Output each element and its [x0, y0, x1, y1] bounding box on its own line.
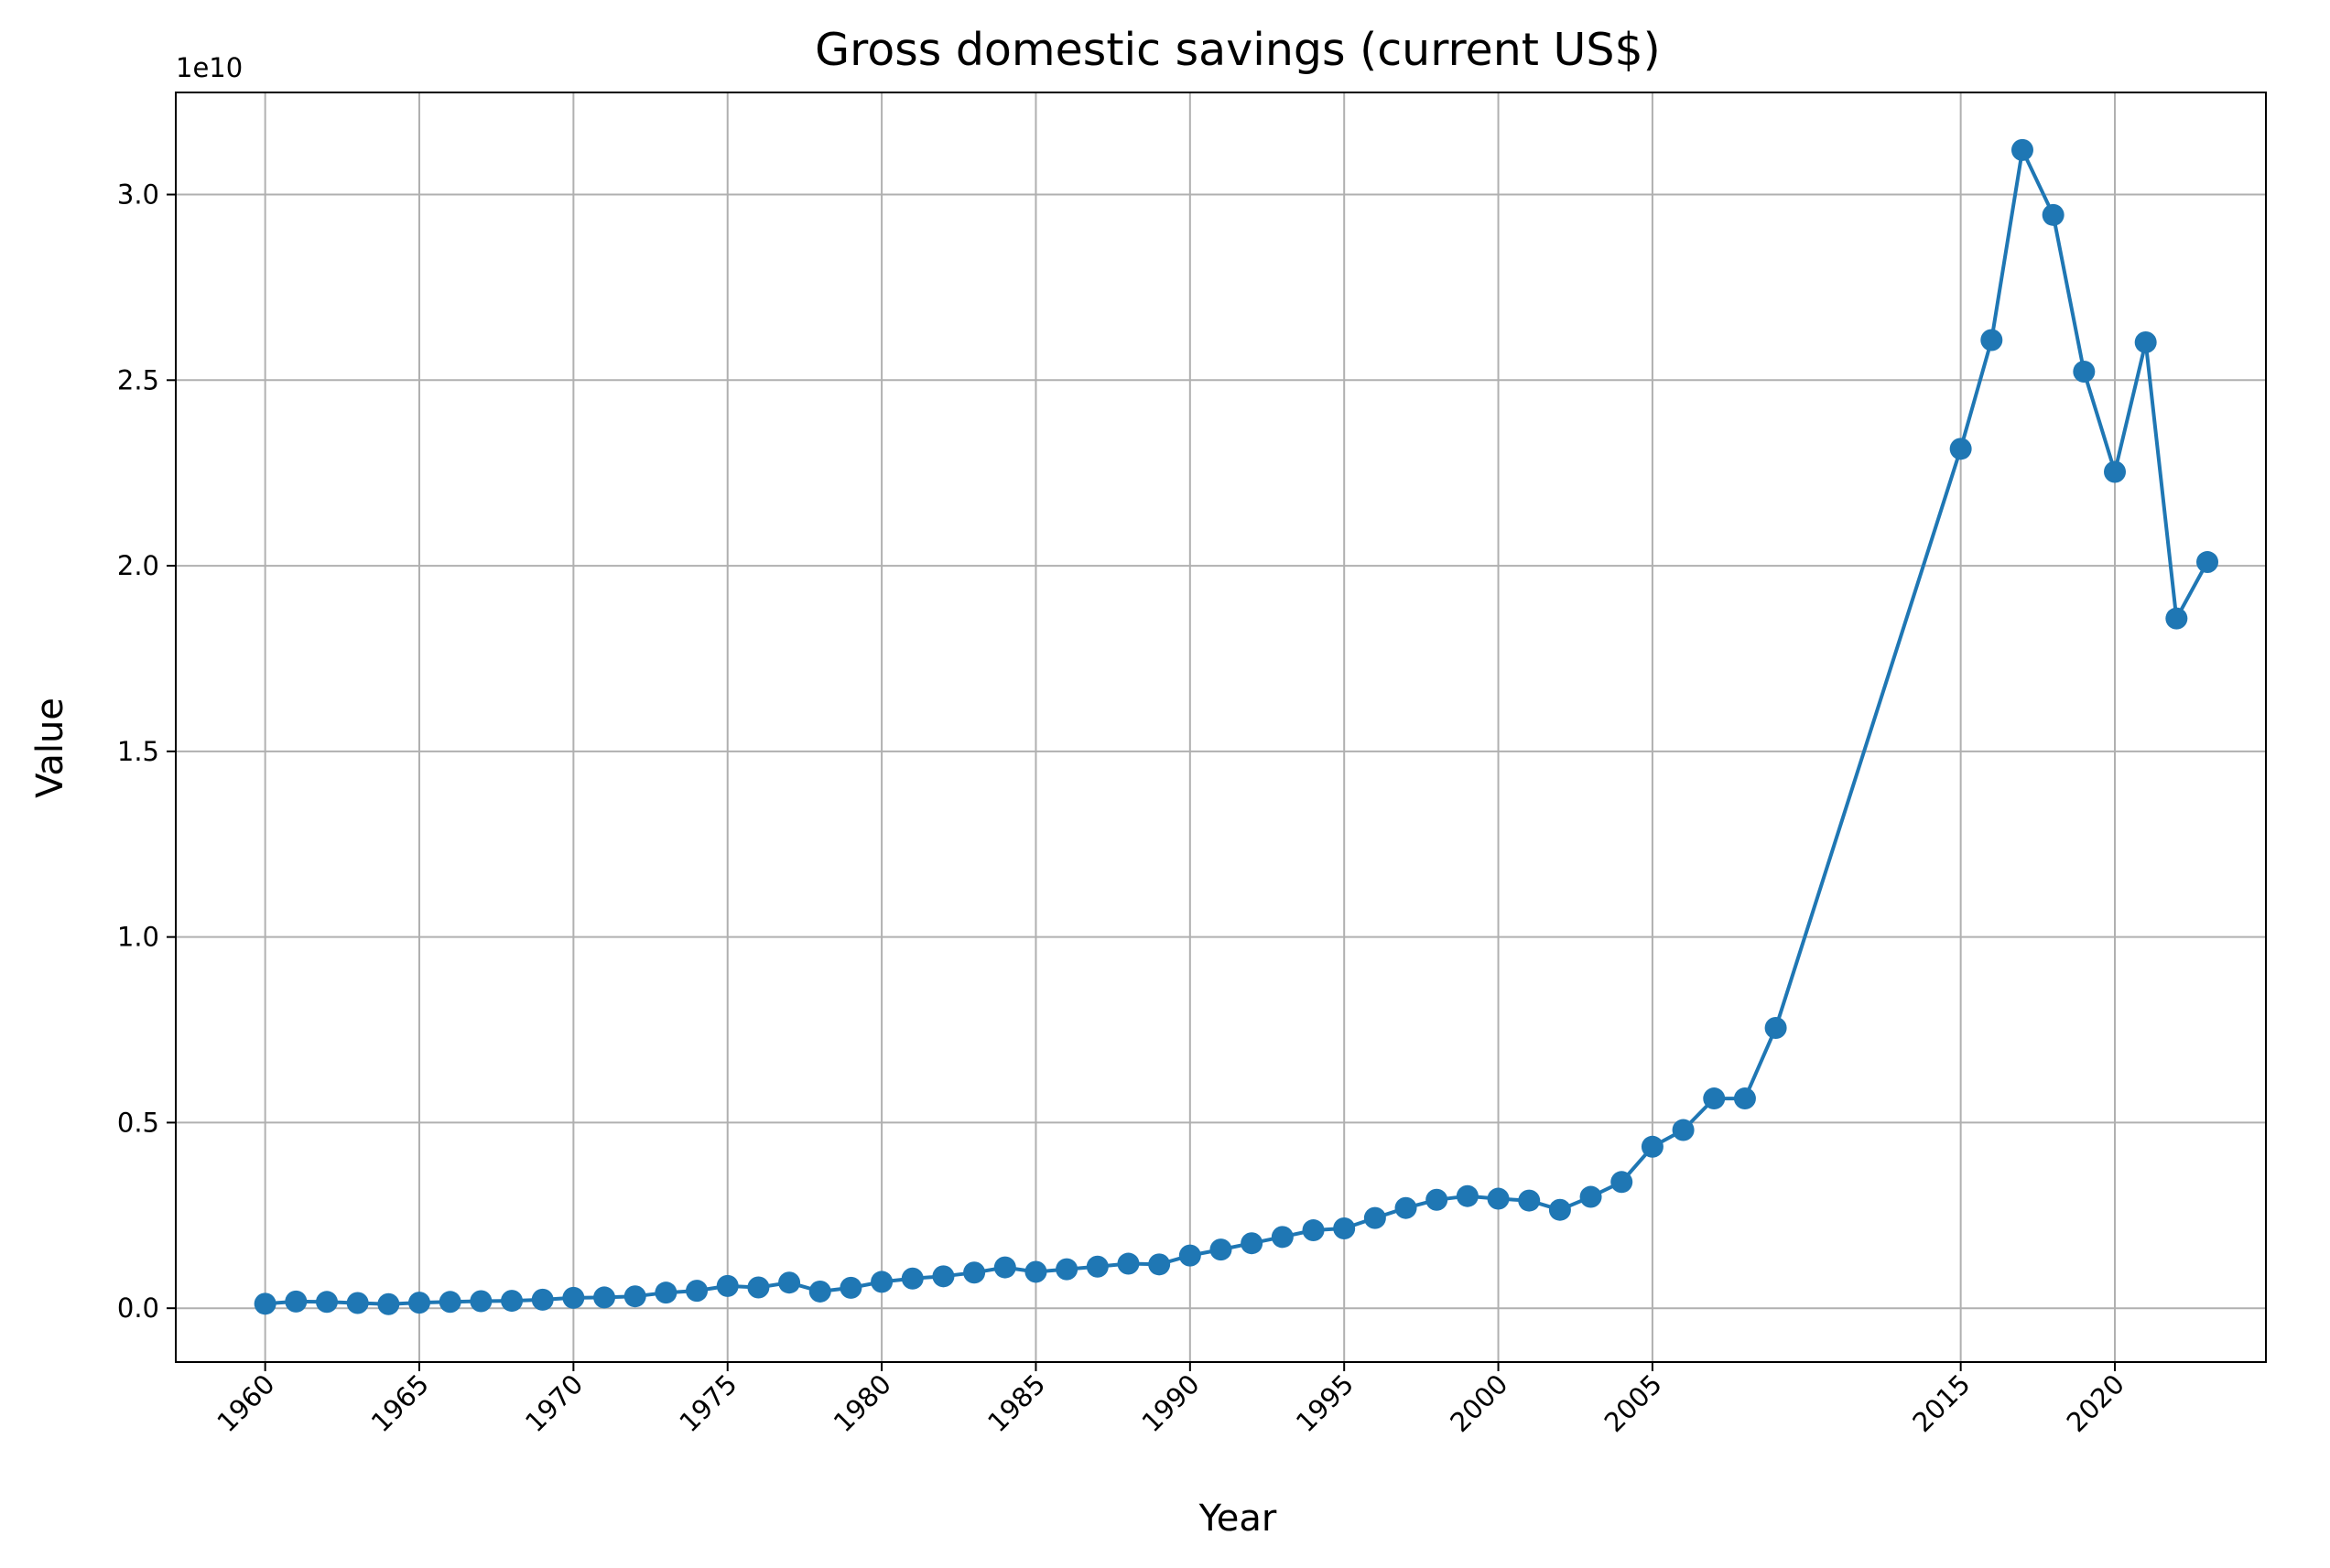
- data-point: [1548, 1198, 1571, 1221]
- data-point: [254, 1292, 276, 1315]
- data-point: [1178, 1244, 1201, 1267]
- y-axis-ticks: 0.0 0.5 1.0 1.5 2.0 2.5 3.0: [117, 179, 176, 1324]
- data-point: [439, 1291, 461, 1314]
- chart-title: Gross domestic savings (current US$): [815, 24, 1661, 76]
- data-point: [716, 1274, 739, 1297]
- data-point: [1518, 1189, 1541, 1212]
- data-point: [346, 1292, 369, 1314]
- data-point: [408, 1292, 431, 1314]
- y-tick-label: 0.5: [117, 1107, 159, 1138]
- data-point: [2134, 330, 2157, 353]
- data-point: [1641, 1135, 1664, 1158]
- data-point: [1949, 438, 1972, 460]
- data-point: [2104, 460, 2127, 483]
- data-point: [1333, 1217, 1356, 1239]
- data-point: [963, 1261, 986, 1284]
- data-point: [778, 1271, 801, 1294]
- data-point: [2165, 607, 2188, 630]
- data-point: [1302, 1219, 1325, 1242]
- y-tick-label: 2.5: [117, 364, 159, 395]
- data-point: [1733, 1087, 1756, 1110]
- data-point: [901, 1267, 924, 1290]
- data-point: [1425, 1188, 1448, 1211]
- data-series: [254, 138, 2219, 1315]
- data-point: [2010, 138, 2033, 161]
- data-point: [686, 1280, 709, 1303]
- data-point: [377, 1292, 400, 1315]
- data-point: [315, 1291, 338, 1314]
- data-point: [840, 1276, 862, 1299]
- data-point: [2196, 551, 2219, 574]
- data-point: [285, 1290, 308, 1313]
- data-point: [1579, 1185, 1602, 1208]
- plot-area-frame: [175, 92, 2267, 1363]
- data-point: [593, 1286, 616, 1309]
- data-point: [1363, 1206, 1386, 1229]
- data-point: [623, 1285, 646, 1308]
- y-tick-label: 1.5: [117, 736, 159, 767]
- data-point: [1271, 1226, 1294, 1249]
- y-tick-label: 0.0: [117, 1292, 159, 1324]
- data-point: [1056, 1258, 1078, 1281]
- y-tick-label: 1.0: [117, 922, 159, 953]
- data-point: [808, 1280, 831, 1303]
- data-point: [1241, 1232, 1263, 1255]
- data-point: [501, 1290, 524, 1313]
- data-point: [655, 1281, 677, 1304]
- x-axis-title: Year: [1198, 1498, 1277, 1540]
- y-axis-offset-label: 1e10: [176, 52, 243, 83]
- data-point: [2042, 203, 2064, 226]
- data-point: [531, 1288, 554, 1311]
- data-point: [1456, 1184, 1479, 1207]
- data-point: [1024, 1260, 1047, 1283]
- data-point: [1610, 1171, 1633, 1194]
- data-point: [562, 1286, 585, 1309]
- data-point: [993, 1256, 1016, 1279]
- data-point: [1117, 1252, 1140, 1275]
- data-point: [1394, 1196, 1417, 1219]
- data-point: [932, 1265, 955, 1288]
- data-point: [1487, 1187, 1510, 1210]
- data-point: [1703, 1087, 1726, 1110]
- y-axis-title: Value: [29, 697, 71, 798]
- data-point: [1148, 1253, 1171, 1276]
- data-point: [1672, 1119, 1695, 1141]
- data-point: [1209, 1238, 1232, 1261]
- data-point: [871, 1271, 894, 1293]
- data-point: [1086, 1255, 1109, 1278]
- data-point: [470, 1290, 493, 1313]
- data-point: [1764, 1017, 1787, 1039]
- y-tick-label: 3.0: [117, 179, 159, 211]
- data-point: [2073, 360, 2096, 383]
- y-tick-label: 2.0: [117, 550, 159, 581]
- grid: [176, 92, 2266, 1362]
- data-point: [1980, 329, 2003, 351]
- data-point: [747, 1276, 770, 1299]
